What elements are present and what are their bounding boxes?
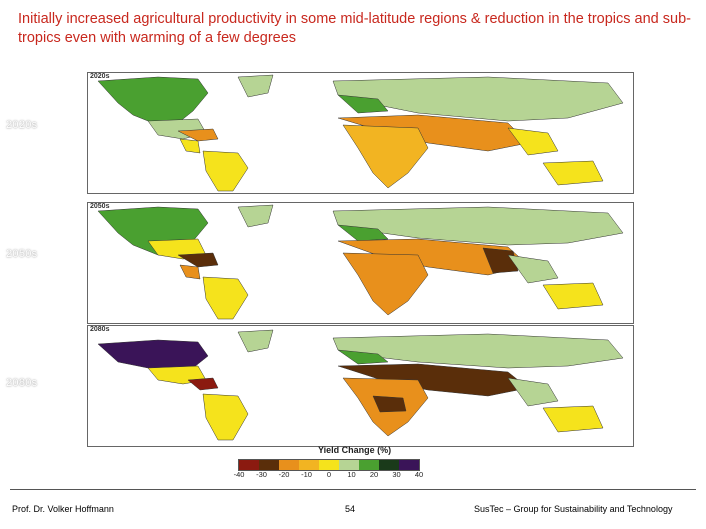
map-tag-2020s: 2020s xyxy=(90,73,110,80)
map-tag-2080s: 2080s xyxy=(90,326,110,333)
legend-title: Yield Change (%) xyxy=(318,445,392,455)
legend-tick-labels: -40 -30 -20 -10 0 10 20 30 40 xyxy=(233,470,486,482)
legend-tick-label: -20 xyxy=(278,470,290,479)
legend-tick-label: 10 xyxy=(347,470,356,479)
legend-tick-label: 20 xyxy=(369,470,379,479)
legend-swatch xyxy=(239,460,259,470)
period-label-2080s: 2080s xyxy=(6,377,38,389)
yield-change-legend: Yield Change (%) -40 -30 -20 -10 0 10 20 30 40 xyxy=(233,445,486,485)
yield-map-2080s: 2080s xyxy=(87,325,634,447)
period-label-2050s: 2050s xyxy=(6,248,38,260)
footer-page-number: 54 xyxy=(345,504,356,514)
legend-swatch xyxy=(359,460,379,470)
legend-swatch xyxy=(339,460,359,470)
period-label-2020s: 2020s xyxy=(6,119,38,131)
world-map-2050s xyxy=(97,204,624,320)
yield-map-2020s: 2020s xyxy=(87,72,634,194)
legend-swatch xyxy=(379,460,399,470)
legend-color-bar xyxy=(238,459,420,471)
legend-swatch xyxy=(319,460,339,470)
map-tag-2050s: 2050s xyxy=(90,203,110,210)
legend-tick-label: -40 xyxy=(233,470,245,479)
slide-title: Initially increased agricultural product… xyxy=(18,11,691,46)
legend-swatch xyxy=(399,460,419,470)
footer-organization: SusTec – Group for Sustainability and Te… xyxy=(474,504,673,514)
legend-tick-label: 40 xyxy=(414,470,424,479)
legend-swatch xyxy=(259,460,279,470)
world-map-2020s xyxy=(97,74,624,192)
footer-divider xyxy=(10,489,696,490)
legend-tick-label: -30 xyxy=(256,470,267,479)
footer-author: Prof. Dr. Volker Hoffmann xyxy=(12,504,114,514)
yield-map-2050s: 2050s xyxy=(87,202,634,324)
legend-tick-label: 30 xyxy=(392,470,401,479)
legend-swatch xyxy=(299,460,319,470)
world-map-2080s xyxy=(97,329,624,441)
legend-tick-label: 0 xyxy=(326,470,332,479)
legend-tick-label: -10 xyxy=(301,470,312,479)
legend-swatch xyxy=(279,460,299,470)
